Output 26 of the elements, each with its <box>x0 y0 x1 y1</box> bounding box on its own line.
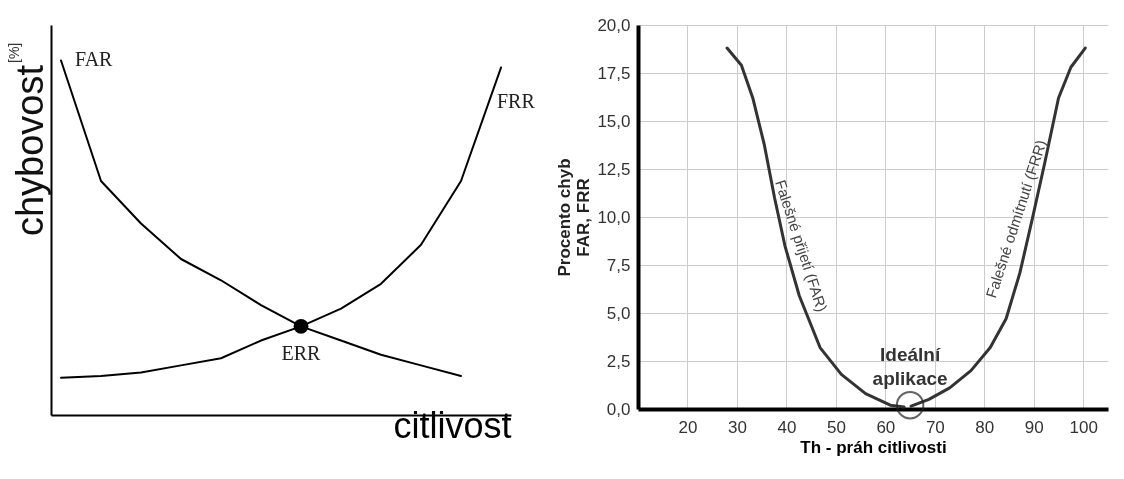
x-tick-label: 20 <box>678 417 698 437</box>
y-tick-label: 2,5 <box>606 351 631 371</box>
y-axis-title: chybovost[%] <box>6 42 51 237</box>
y-tick-label: 10,0 <box>597 207 631 227</box>
x-tick-label: 90 <box>1024 417 1044 437</box>
x-tick-label: 100 <box>1069 417 1098 437</box>
y-axis-title: Procento chyb FAR, FRR <box>555 158 594 277</box>
x-tick-label: 30 <box>727 417 747 437</box>
x-tick-label: 60 <box>876 417 896 437</box>
y-tick-label: 17,5 <box>597 63 631 83</box>
y-tick-label: 15,0 <box>597 111 631 131</box>
x-tick-label: 80 <box>975 417 995 437</box>
x-tick-label: 70 <box>925 417 945 437</box>
y-tick-label: 5,0 <box>606 303 631 323</box>
x-axis-title: citlivost <box>393 404 512 446</box>
x-axis-title: Th - práh citlivosti <box>800 437 947 457</box>
x-tick-label: 50 <box>826 417 846 437</box>
y-tick-label: 7,5 <box>606 255 631 275</box>
x-tick-label: 40 <box>777 417 797 437</box>
y-tick-label: 0,0 <box>606 399 631 419</box>
series-label: FRR <box>497 89 536 112</box>
y-tick-label: 20,0 <box>597 15 631 35</box>
annotation: Ideální aplikace <box>872 344 948 390</box>
y-tick-label: 12,5 <box>597 159 631 179</box>
annotation: ERR <box>281 342 322 365</box>
series-label: FAR <box>75 48 114 71</box>
